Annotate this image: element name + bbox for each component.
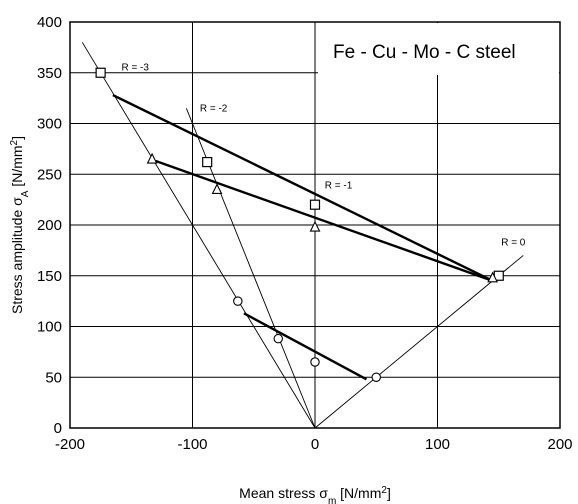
- r-line-label: R = -1: [325, 180, 353, 191]
- x-axis-label-main: Mean stress σ: [239, 485, 328, 501]
- r-line-label: R = 0: [501, 237, 526, 248]
- data-point-triangle: [146, 152, 158, 164]
- x-tick-label: -200: [55, 436, 85, 453]
- data-point-square: [202, 156, 213, 168]
- y-tick-label: 250: [37, 166, 62, 183]
- y-tick-label: 0: [54, 420, 62, 437]
- chart-title: Fe - Cu - Mo - C steel: [333, 42, 516, 63]
- data-point-circle: [273, 333, 283, 344]
- x-axis-label-unit: [N/mm: [336, 485, 381, 501]
- data-point-triangle: [487, 271, 499, 283]
- fit-line: [243, 312, 368, 381]
- data-point-triangle: [211, 183, 223, 195]
- y-axis-label-unit: [N/mm: [9, 145, 25, 190]
- y-tick-label: 100: [37, 319, 62, 336]
- r-line-label: R = -2: [200, 103, 228, 114]
- y-axis-label-unit-end: ]: [9, 136, 25, 140]
- x-tick-labels: -200 -100 0 100 200: [55, 436, 573, 453]
- x-tick-label: 100: [425, 436, 450, 453]
- data-point-circle: [310, 357, 320, 367]
- y-tick-label: 300: [37, 116, 62, 133]
- r-labels: R = -3 R = -2 R = -1 R = 0: [121, 63, 525, 249]
- x-axis-label-unit-end: ]: [387, 485, 391, 501]
- title-box: [318, 23, 559, 75]
- x-axis-label-sub: m: [328, 496, 336, 504]
- data-point-square: [309, 199, 321, 210]
- data-markers: [95, 67, 504, 382]
- y-axis-label-unit-sup: 2: [9, 139, 20, 145]
- r-line: [81, 42, 316, 429]
- y-axis-label-main: Stress amplitude σ: [9, 197, 25, 314]
- x-axis-label-unit-sup: 2: [381, 485, 387, 496]
- plot-frame: [69, 21, 561, 429]
- y-axis-label: Stress amplitude σA [N/mm2]: [9, 136, 31, 314]
- fit-line: [112, 94, 494, 282]
- data-point-circle: [371, 372, 381, 382]
- data-point-square: [95, 67, 106, 78]
- r-line: [185, 108, 316, 429]
- fit-lines: [112, 94, 494, 381]
- y-tick-label: 50: [45, 369, 62, 386]
- r-line: [314, 255, 524, 429]
- y-tick-labels: 0 50 100 150 200 250 300 350 400: [37, 14, 62, 437]
- y-tick-label: 150: [37, 268, 62, 285]
- y-tick-label: 400: [37, 14, 62, 31]
- x-tick-label: 200: [547, 436, 572, 453]
- x-tick-label: 0: [311, 436, 319, 453]
- y-tick-label: 350: [37, 65, 62, 82]
- r-line-label: R = -3: [121, 63, 149, 74]
- y-axis-label-sub: A: [20, 190, 31, 197]
- fit-line: [155, 159, 494, 282]
- data-point-circle: [233, 296, 243, 306]
- x-axis-label: Mean stress σm [N/mm2]: [239, 485, 391, 504]
- r-lines: [81, 42, 524, 429]
- data-point-triangle: [309, 220, 321, 232]
- x-tick-label: -100: [177, 436, 207, 453]
- y-tick-label: 200: [37, 217, 62, 234]
